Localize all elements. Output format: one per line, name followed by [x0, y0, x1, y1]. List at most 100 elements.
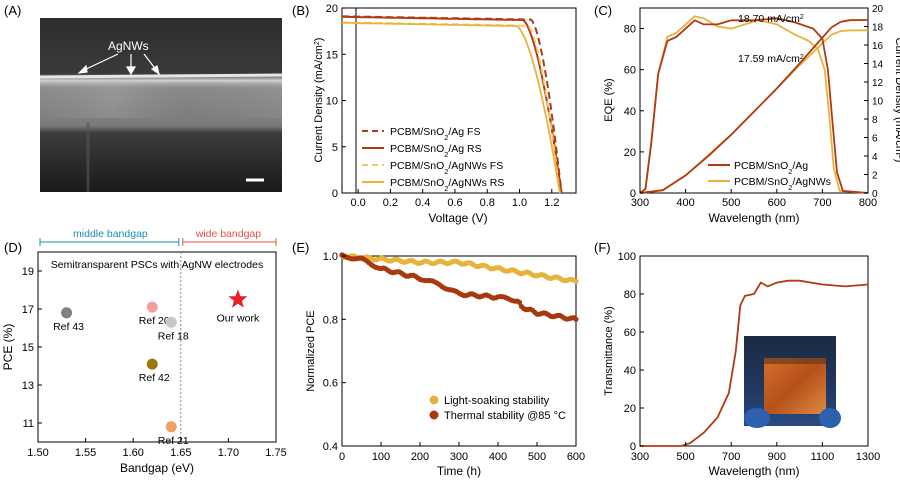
- panel-c-ytick-label: 80: [624, 24, 636, 36]
- panel-e-ticks: 0 100 200 300 400 500 600 0.4 0.6 0.8 1.0: [323, 251, 585, 463]
- panel-d-axes: [37, 251, 277, 443]
- panel-e-legend-marker: [429, 395, 439, 405]
- wide-bandgap-label: wide bandgap: [195, 228, 262, 240]
- panel-f-ytick-label: 40: [624, 365, 636, 377]
- panel-e-legend-label: Thermal stability @85 °C: [444, 410, 566, 422]
- sem-texture: [40, 82, 282, 118]
- panel-c-y2tick-label: 4: [872, 152, 878, 163]
- jsc-ag-curve: [639, 19, 869, 194]
- panel-f-xtick-label: 1100: [811, 451, 835, 463]
- panel-e: (E) 0 100 200 300 400 500 600 0.4 0.6 0.8 1.0 Time…: [292, 240, 585, 478]
- panel-d-xtick-label: 1.65: [170, 447, 191, 459]
- panel-e-xtick-label: 0: [339, 451, 345, 463]
- panel-e-xtick-label: 400: [489, 451, 507, 463]
- panel-c-xtick-label: 800: [859, 197, 877, 209]
- panel-f-ytick-label: 80: [624, 289, 636, 301]
- panel-d: (D) middle bandgap wide bandgap Semitrans…: [1, 228, 287, 475]
- panel-b-xlabel: Voltage (V): [428, 211, 487, 225]
- panel-c-xtick-label: 400: [676, 197, 694, 209]
- legend-label-3: PCBM/SnO2/AgNWs FS: [390, 160, 503, 176]
- panel-f-xlabel: Wavelength (nm): [709, 464, 800, 478]
- panel-c-y2tick-label: 16: [872, 41, 884, 52]
- panel-d-ytick-label: 15: [22, 342, 34, 354]
- panel-c-y2tick-label: 0: [872, 189, 878, 200]
- panel-b-ytick-label: 0: [332, 188, 338, 200]
- bandgap-regions: middle bandgap wide bandgap: [39, 228, 277, 442]
- panel-d-ytick-label: 13: [22, 380, 34, 392]
- ref-label: Ref 18: [158, 330, 189, 342]
- panel-e-xtick-label: 500: [528, 451, 546, 463]
- sem-top-layer: [39, 73, 283, 79]
- panel-f-xtick-label: 300: [631, 451, 649, 463]
- panel-e-legend: Light-soaking stability Thermal stability…: [429, 395, 566, 422]
- panel-c-xtick-label: 500: [722, 197, 740, 209]
- panel-c-label: (C): [594, 3, 612, 18]
- panel-d-xtick-label: 1.60: [122, 447, 143, 459]
- jsc-ag-annotation: 18.70 mA/cm2: [738, 13, 804, 25]
- panel-e-ylabel: Normalized PCE: [305, 310, 317, 391]
- panel-d-ytick-label: 11: [23, 418, 34, 430]
- ref-label: Ref 42: [139, 372, 170, 384]
- light-soak-point: [573, 278, 579, 284]
- panel-e-ytick-label: 1.0: [323, 251, 338, 263]
- panel-c-y2tick-label: 20: [872, 4, 884, 15]
- panel-e-ytick-label: 0.8: [323, 314, 338, 326]
- panel-a-label: (A): [4, 3, 21, 18]
- ref-point: [165, 421, 177, 433]
- panel-f-xtick-label: 1300: [856, 451, 880, 463]
- panel-b-ytick-label: 10: [326, 96, 338, 108]
- panel-f-ytick-label: 20: [624, 403, 636, 415]
- ref-point: [165, 316, 177, 328]
- panel-f-xtick-label: 500: [676, 451, 694, 463]
- agnws-annotation: AgNWs: [108, 39, 149, 53]
- panel-b-xtick-label: 0.6: [447, 197, 462, 209]
- panel-d-xtick-label: 1.50: [27, 447, 48, 459]
- panel-d-xlabel: Bandgap (eV): [120, 461, 194, 475]
- ref-label: Ref 21: [158, 435, 189, 447]
- jv-curves: [341, 15, 563, 194]
- panel-d-xtick-label: 1.55: [75, 447, 96, 459]
- panel-e-legend-label: Light-soaking stability: [444, 395, 550, 407]
- panel-e-xtick-label: 200: [411, 451, 429, 463]
- panel-c-xlabel: Wavelength (nm): [709, 211, 800, 225]
- pce-points: Ref 43 Ref 20 Ref 18 Ref 42 Ref 21 Our work: [53, 289, 260, 447]
- middle-bandgap-label: middle bandgap: [73, 228, 148, 240]
- panel-c-y2tick-label: 18: [872, 23, 884, 34]
- panel-e-legend-marker: [429, 410, 439, 420]
- panel-f-ytick-label: 0: [630, 441, 636, 453]
- panel-b-xtick-label: 1.0: [512, 197, 527, 209]
- legend-label-4: PCBM/SnO2/AgNWs RS: [390, 177, 504, 193]
- panel-c-ytick-label: 0: [630, 188, 636, 200]
- panel-b-xtick-label: 1.2: [544, 197, 559, 209]
- panel-e-ytick-label: 0.4: [323, 441, 338, 453]
- panel-c-y2label: Current Density (mA/cm2): [893, 38, 900, 163]
- panel-b-label: (B): [292, 3, 309, 18]
- panel-f-ticks: 300 500 700 900 1100 1300 0 20 40 60 80 100: [618, 251, 881, 463]
- panel-e-label: (E): [292, 240, 309, 255]
- panel-c-legend-label: PCBM/SnO2/AgNWs: [734, 176, 831, 192]
- stability-points: [339, 252, 579, 322]
- panel-d-ytick-label: 17: [22, 304, 34, 316]
- panel-c-y2tick-label: 8: [872, 115, 878, 126]
- panel-c-y2tick-label: 12: [872, 78, 884, 89]
- panel-f: (F) 300 500 700 900 1100 1300 0: [594, 240, 880, 478]
- panel-f-axes: [639, 255, 869, 447]
- panel-b: (B) 0.0 0.2 0.4 0.6 0.8 1.0 1.2 0 5 10 15 20 Voltag…: [292, 3, 577, 225]
- panel-c-y2tick-label: 6: [872, 134, 878, 145]
- panel-f-ylabel: Transmittance (%): [603, 306, 615, 395]
- ref-label: Ref 20: [139, 315, 170, 327]
- panel-c-xtick-label: 700: [813, 197, 831, 209]
- panel-d-ticks: 1.50 1.55 1.60 1.65 1.70 1.75 11 13 15 17 19: [22, 266, 287, 459]
- panel-d-label: (D): [4, 240, 22, 255]
- device-photo: [744, 336, 841, 428]
- ref-point: [61, 307, 73, 319]
- panel-c-y2tick-label: 2: [872, 171, 878, 182]
- transmittance-line: [640, 279, 869, 447]
- panel-e-ytick-label: 0.6: [323, 378, 338, 390]
- panel-b-ytick-label: 15: [326, 49, 338, 61]
- panel-e-xtick-label: 100: [372, 451, 390, 463]
- panel-c-y2tick-label: 14: [872, 60, 884, 71]
- panel-b-ylabel: Current Density (mA/cm2): [313, 38, 325, 163]
- panel-a: (A) AgNWs: [4, 3, 283, 192]
